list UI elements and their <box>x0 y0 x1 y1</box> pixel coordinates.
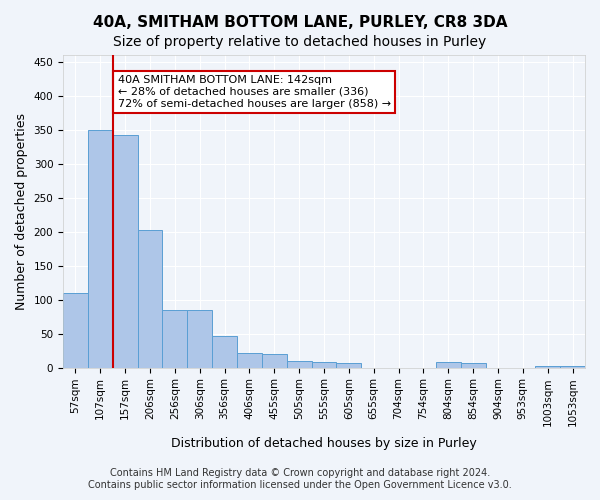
Bar <box>237 352 262 368</box>
Bar <box>212 336 237 368</box>
Text: 40A SMITHAM BOTTOM LANE: 142sqm
← 28% of detached houses are smaller (336)
72% o: 40A SMITHAM BOTTOM LANE: 142sqm ← 28% of… <box>118 76 391 108</box>
Text: Contains HM Land Registry data © Crown copyright and database right 2024.
Contai: Contains HM Land Registry data © Crown c… <box>88 468 512 490</box>
Bar <box>262 354 287 368</box>
Bar <box>535 366 560 368</box>
Bar <box>461 364 485 368</box>
Bar <box>88 130 113 368</box>
Y-axis label: Number of detached properties: Number of detached properties <box>15 113 28 310</box>
Bar <box>287 360 311 368</box>
Bar <box>63 293 88 368</box>
Bar <box>311 362 337 368</box>
Bar <box>337 364 361 368</box>
Bar <box>163 310 187 368</box>
Bar <box>560 366 585 368</box>
Bar <box>137 230 163 368</box>
Bar <box>187 310 212 368</box>
Bar <box>436 362 461 368</box>
Text: Size of property relative to detached houses in Purley: Size of property relative to detached ho… <box>113 35 487 49</box>
Text: 40A, SMITHAM BOTTOM LANE, PURLEY, CR8 3DA: 40A, SMITHAM BOTTOM LANE, PURLEY, CR8 3D… <box>93 15 507 30</box>
X-axis label: Distribution of detached houses by size in Purley: Distribution of detached houses by size … <box>171 437 477 450</box>
Bar <box>113 135 137 368</box>
